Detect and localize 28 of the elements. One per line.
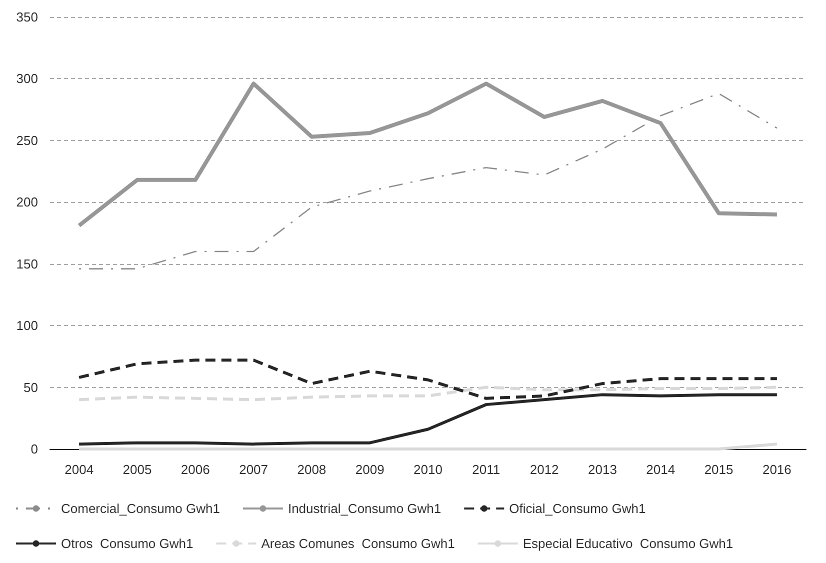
- y-tick-label: 300: [16, 71, 38, 86]
- y-tick-label: 50: [24, 380, 38, 395]
- y-tick-label: 350: [16, 10, 38, 24]
- legend-label: Oficial_Consumo Gwh1: [509, 501, 646, 516]
- x-tick-label: 2012: [530, 462, 559, 477]
- x-tick-label: 2016: [762, 462, 792, 477]
- x-tick-label: 2010: [414, 462, 442, 477]
- x-tick-label: 2011: [472, 462, 500, 477]
- y-tick-label: 0: [30, 442, 38, 456]
- x-tick-label: 2013: [588, 462, 617, 477]
- x-tick-label: 2008: [297, 462, 326, 477]
- x-tick-label: 2015: [704, 462, 734, 477]
- line-series: [78, 386, 778, 402]
- x-tick-label: 2014: [646, 462, 676, 477]
- legend-label: Industrial_Consumo Gwh1: [288, 501, 442, 516]
- y-tick-label: 250: [16, 132, 38, 148]
- x-tick-label: 2004: [64, 462, 94, 477]
- x-tick-label: 2006: [180, 462, 210, 477]
- legend-label: Otros Consumo Gwh1: [61, 536, 194, 551]
- legend-label: Comercial_Consumo Gwh1: [61, 501, 220, 516]
- y-tick-label: 150: [16, 256, 38, 272]
- y-tick-label: 200: [16, 194, 38, 210]
- x-tick-label: 2009: [355, 462, 384, 477]
- x-tick-label: 2007: [239, 462, 268, 477]
- legend-label: Areas Comunes Consumo Gwh1: [261, 536, 455, 551]
- legend-label: Especial Educativo Consumo Gwh1: [522, 536, 734, 551]
- x-tick-label: 2005: [122, 462, 152, 477]
- y-tick-label: 100: [16, 318, 38, 334]
